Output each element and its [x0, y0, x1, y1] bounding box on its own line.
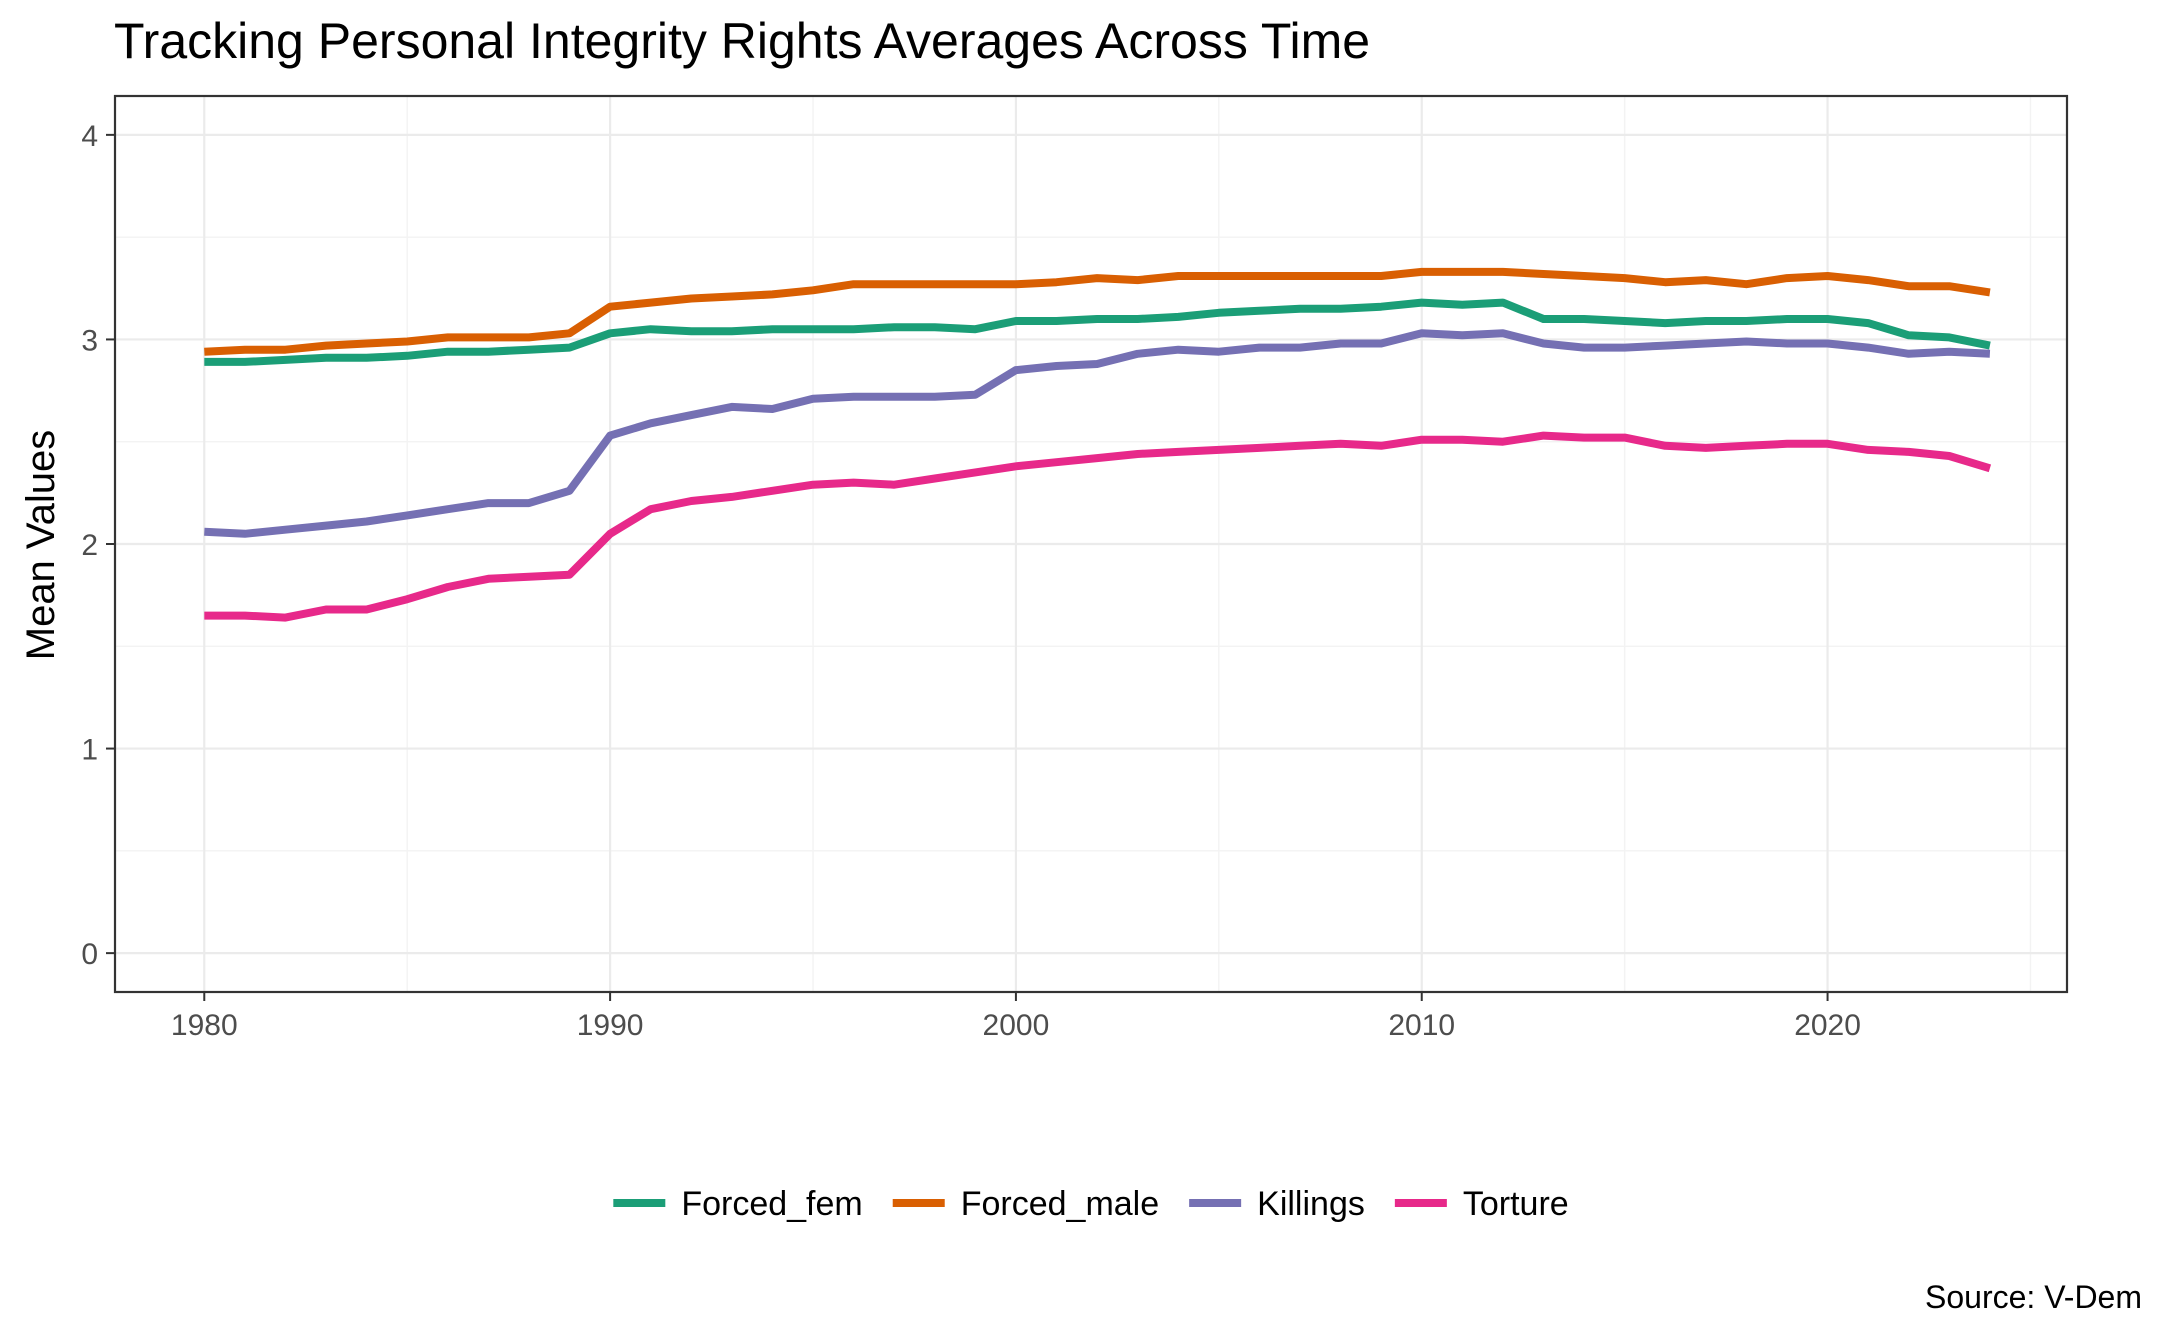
source-caption: Source: V-Dem — [1925, 1279, 2142, 1315]
x-tick-label: 2000 — [983, 1009, 1050, 1042]
y-tick-label: 4 — [81, 120, 98, 153]
legend: Forced_fem Forced_male Killings Torture — [613, 1185, 1569, 1223]
x-tick-label: 1990 — [577, 1009, 644, 1042]
series-lines — [204, 267, 1992, 622]
series-line-killings — [204, 329, 1991, 538]
major-gridlines — [115, 96, 2067, 992]
y-tick-label: 0 — [81, 938, 98, 971]
y-tick-label: 2 — [81, 529, 98, 562]
x-tick-label: 1980 — [171, 1009, 238, 1042]
y-tick-label: 3 — [81, 324, 98, 357]
legend-label-forced-male: Forced_male — [961, 1185, 1159, 1223]
series-line-forced-fem — [204, 298, 1991, 366]
series-line-forced-male — [204, 267, 1991, 356]
series-line-torture — [204, 431, 1992, 622]
legend-label-killings: Killings — [1257, 1185, 1365, 1223]
legend-label-forced-fem: Forced_fem — [681, 1185, 862, 1223]
x-tick-label: 2020 — [1794, 1009, 1861, 1042]
legend-label-torture: Torture — [1463, 1185, 1569, 1223]
y-tick-label: 1 — [81, 734, 98, 767]
y-axis-label: Mean Values — [19, 430, 63, 661]
axis-ticks: 1980 1990 2000 2010 2020 0 1 2 3 4 — [81, 120, 1861, 1042]
chart-title: Tracking Personal Integrity Rights Avera… — [114, 13, 1370, 69]
x-tick-label: 2010 — [1388, 1009, 1455, 1042]
